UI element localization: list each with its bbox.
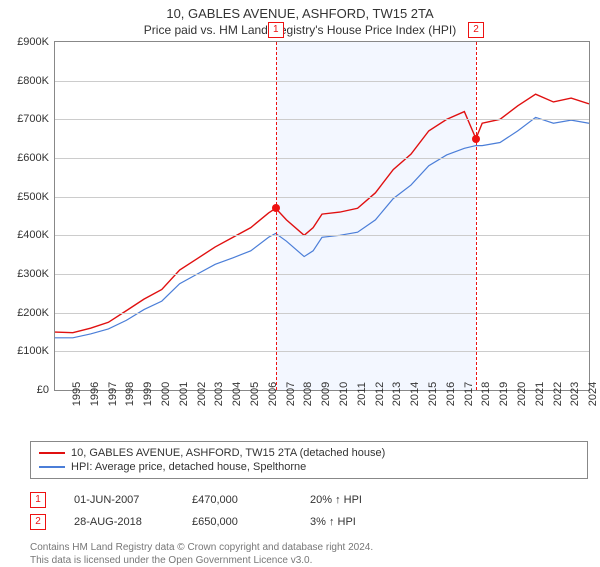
line-series xyxy=(55,42,589,390)
sales-row: 1 01-JUN-2007 £470,000 20% ↑ HPI xyxy=(30,489,588,511)
y-tick-label: £400K xyxy=(17,229,49,241)
gridline-h xyxy=(55,351,589,352)
sale-date: 28-AUG-2018 xyxy=(74,516,164,528)
sale-vline xyxy=(276,42,277,390)
sale-diff: 3% ↑ HPI xyxy=(310,516,420,528)
y-tick-label: £500K xyxy=(17,191,49,203)
series-line xyxy=(55,94,589,333)
sale-number-box: 2 xyxy=(30,514,46,530)
gridline-h xyxy=(55,313,589,314)
gridline-h xyxy=(55,81,589,82)
sale-price: £470,000 xyxy=(192,494,282,506)
footer: Contains HM Land Registry data © Crown c… xyxy=(30,541,588,567)
sale-diff: 20% ↑ HPI xyxy=(310,494,420,506)
y-tick-label: £100K xyxy=(17,345,49,357)
gridline-h xyxy=(55,197,589,198)
gridline-h xyxy=(55,274,589,275)
y-tick-label: £700K xyxy=(17,113,49,125)
legend-swatch xyxy=(39,466,65,468)
sale-dot xyxy=(272,204,280,212)
page-title: 10, GABLES AVENUE, ASHFORD, TW15 2TA xyxy=(0,0,600,21)
gridline-h xyxy=(55,158,589,159)
legend-label: 10, GABLES AVENUE, ASHFORD, TW15 2TA (de… xyxy=(71,447,385,459)
sale-date: 01-JUN-2007 xyxy=(74,494,164,506)
sales-row: 2 28-AUG-2018 £650,000 3% ↑ HPI xyxy=(30,511,588,533)
legend-label: HPI: Average price, detached house, Spel… xyxy=(71,461,306,473)
y-tick-label: £600K xyxy=(17,152,49,164)
footer-line-1: Contains HM Land Registry data © Crown c… xyxy=(30,541,588,554)
y-tick-label: £800K xyxy=(17,75,49,87)
legend: 10, GABLES AVENUE, ASHFORD, TW15 2TA (de… xyxy=(30,441,588,479)
sale-marker-box: 2 xyxy=(468,22,484,38)
gridline-h xyxy=(55,235,589,236)
sale-marker-box: 1 xyxy=(268,22,284,38)
legend-swatch xyxy=(39,452,65,454)
gridline-h xyxy=(55,119,589,120)
chart: £0£100K£200K£300K£400K£500K£600K£700K£80… xyxy=(54,41,590,391)
page-subtitle: Price paid vs. HM Land Registry's House … xyxy=(0,21,600,41)
x-tick-label: 2025 xyxy=(589,382,600,406)
sale-vline xyxy=(476,42,477,390)
plot-area: £0£100K£200K£300K£400K£500K£600K£700K£80… xyxy=(54,41,590,391)
y-tick-label: £0 xyxy=(37,384,49,396)
y-tick-label: £200K xyxy=(17,307,49,319)
sale-price: £650,000 xyxy=(192,516,282,528)
legend-row: HPI: Average price, detached house, Spel… xyxy=(39,460,579,474)
sales-table: 1 01-JUN-2007 £470,000 20% ↑ HPI 2 28-AUG-201… xyxy=(30,489,588,533)
y-tick-label: £300K xyxy=(17,268,49,280)
legend-row: 10, GABLES AVENUE, ASHFORD, TW15 2TA (de… xyxy=(39,446,579,460)
y-tick-label: £900K xyxy=(17,36,49,48)
sale-dot xyxy=(472,135,480,143)
sale-number-box: 1 xyxy=(30,492,46,508)
footer-line-2: This data is licensed under the Open Gov… xyxy=(30,554,588,567)
